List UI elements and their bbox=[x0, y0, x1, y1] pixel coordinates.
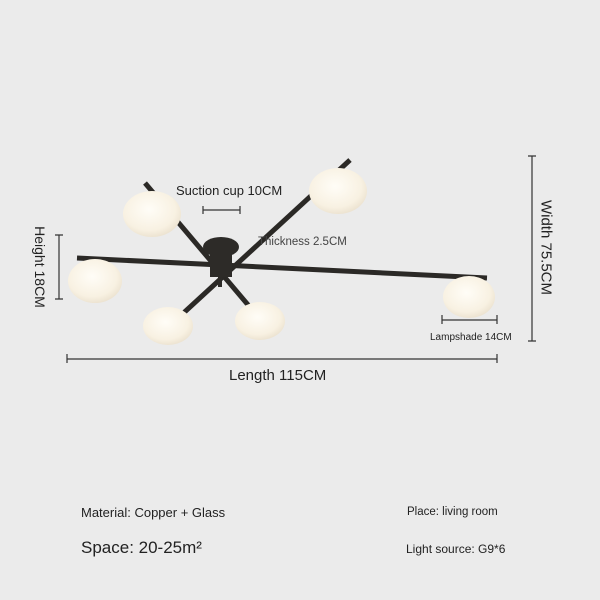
dimension-lines bbox=[55, 155, 536, 363]
place-spec: Place: living room bbox=[407, 506, 498, 518]
material-spec: Material: Copper + Glass bbox=[81, 505, 226, 520]
globe bbox=[443, 276, 495, 318]
globe bbox=[143, 307, 193, 345]
space-spec: Space: 20-25m² bbox=[81, 538, 202, 557]
width-label: Width 75.5CM bbox=[537, 199, 555, 296]
height-label: Height 18CM bbox=[32, 226, 48, 308]
suction-cup-label: Suction cup 10CM bbox=[176, 183, 283, 198]
globe bbox=[309, 168, 367, 214]
globe bbox=[68, 259, 122, 303]
hub-body bbox=[210, 247, 232, 277]
suction-cup-dim-line bbox=[202, 206, 241, 214]
hub-stem bbox=[218, 275, 222, 287]
light-source-spec: Light source: G9*6 bbox=[406, 542, 506, 556]
lampshade-label: Lampshade 14CM bbox=[430, 332, 512, 343]
glass-globes bbox=[68, 168, 495, 345]
length-dim-line bbox=[66, 354, 498, 363]
width-dim-line bbox=[528, 155, 536, 342]
thickness-label: Thickness 2.5CM bbox=[258, 236, 347, 248]
globe bbox=[123, 191, 181, 237]
length-label: Length 115CM bbox=[229, 367, 327, 384]
lampshade-dim-line bbox=[441, 315, 498, 324]
height-dim-line bbox=[55, 234, 63, 300]
globe bbox=[235, 302, 285, 340]
